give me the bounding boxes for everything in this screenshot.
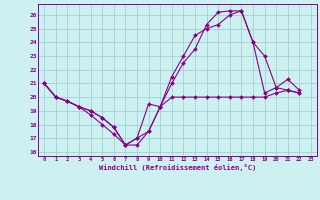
X-axis label: Windchill (Refroidissement éolien,°C): Windchill (Refroidissement éolien,°C) bbox=[99, 164, 256, 171]
